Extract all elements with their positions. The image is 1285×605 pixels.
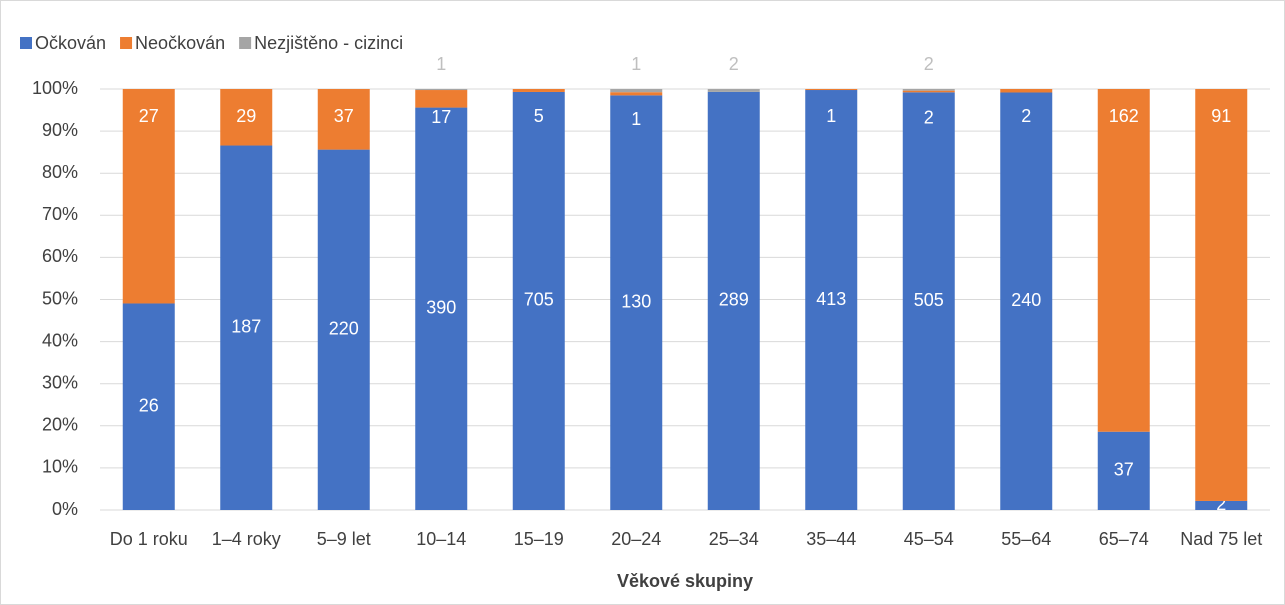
bar-segment — [220, 145, 273, 511]
y-tick-label: 90% — [42, 120, 78, 140]
data-label: 1 — [826, 106, 836, 126]
y-tick-label: 60% — [42, 246, 78, 266]
data-label: 162 — [1109, 106, 1139, 126]
bar-segment — [707, 91, 760, 511]
data-label: 91 — [1211, 106, 1231, 126]
data-label: 1 — [631, 54, 641, 74]
bar-segment — [1097, 89, 1150, 432]
data-label: 5 — [534, 106, 544, 126]
data-label: 1 — [436, 54, 446, 74]
data-label: 240 — [1011, 290, 1041, 310]
bar-segment — [902, 89, 955, 91]
x-tick-label: 65–74 — [1098, 529, 1149, 549]
data-label: 17 — [431, 107, 451, 127]
bar-segment — [610, 92, 663, 96]
data-label: 505 — [914, 290, 944, 310]
x-tick-label: 55–64 — [1001, 529, 1052, 549]
x-tick-label: 1–4 roky — [211, 529, 281, 549]
bar-segment — [122, 89, 175, 304]
x-tick-label: 5–9 let — [316, 529, 371, 549]
bar-segment — [220, 89, 273, 146]
bar-segment — [317, 149, 370, 510]
data-label: 29 — [236, 106, 256, 126]
legend-label: Neočkován — [135, 33, 225, 53]
x-tick-label: Do 1 roku — [109, 529, 188, 549]
bar-segment — [707, 89, 760, 92]
bar-segment — [805, 89, 858, 91]
data-label: 390 — [426, 298, 456, 318]
legend-label: Nezjištěno - cizinci — [254, 33, 403, 53]
y-tick-label: 50% — [42, 288, 78, 308]
legend-swatch — [239, 37, 252, 49]
bar-segment — [512, 91, 565, 511]
data-label: 130 — [621, 291, 651, 311]
data-label: 413 — [816, 289, 846, 309]
bar-segment — [512, 89, 565, 92]
data-label: 2 — [924, 107, 934, 127]
x-tick-label: 35–44 — [806, 529, 857, 549]
bar-segment — [902, 92, 955, 511]
data-label: 1 — [631, 109, 641, 129]
bar-segment — [415, 89, 468, 91]
y-tick-label: 80% — [42, 162, 78, 182]
legend-swatch — [20, 37, 32, 49]
data-label: 2 — [1216, 494, 1226, 514]
y-tick-label: 100% — [32, 78, 78, 98]
bar-segment — [317, 89, 370, 150]
x-tick-label: 25–34 — [708, 529, 759, 549]
bar-segment — [610, 95, 663, 510]
y-tick-label: 70% — [42, 204, 78, 224]
bar-segment — [1000, 89, 1053, 93]
y-tick-label: 20% — [42, 415, 78, 435]
bar-segment — [1195, 89, 1248, 501]
bar-segment — [610, 89, 663, 93]
x-tick-label: 10–14 — [416, 529, 467, 549]
legend-label: Očkován — [35, 33, 106, 53]
data-label: 2 — [1021, 106, 1031, 126]
bar-segment — [805, 90, 858, 510]
data-label: 27 — [139, 106, 159, 126]
bar-segment — [1000, 92, 1053, 510]
bar-segment — [1195, 500, 1248, 510]
bar-segment — [1097, 431, 1150, 510]
data-label: 705 — [524, 290, 554, 310]
x-tick-label: 45–54 — [903, 529, 954, 549]
x-tick-label: 15–19 — [513, 529, 564, 549]
x-axis-title: Věkové skupiny — [617, 571, 753, 591]
y-tick-label: 30% — [42, 372, 78, 392]
data-label: 220 — [329, 319, 359, 339]
bar-segment — [415, 107, 468, 510]
data-label: 187 — [231, 317, 261, 337]
x-tick-label: 20–24 — [611, 529, 662, 549]
data-label: 26 — [139, 395, 159, 415]
legend-swatch — [120, 37, 133, 49]
data-label: 2 — [924, 54, 934, 74]
y-tick-label: 0% — [52, 499, 78, 519]
x-tick-label: Nad 75 let — [1180, 529, 1263, 549]
bar-segment — [122, 303, 175, 510]
bar-segment — [902, 90, 955, 93]
data-label: 37 — [1114, 460, 1134, 480]
y-tick-label: 10% — [42, 457, 78, 477]
data-label: 289 — [719, 290, 749, 310]
data-label: 37 — [334, 106, 354, 126]
data-label: 2 — [729, 54, 739, 74]
y-tick-label: 40% — [42, 330, 78, 350]
bar-segment — [415, 90, 468, 108]
